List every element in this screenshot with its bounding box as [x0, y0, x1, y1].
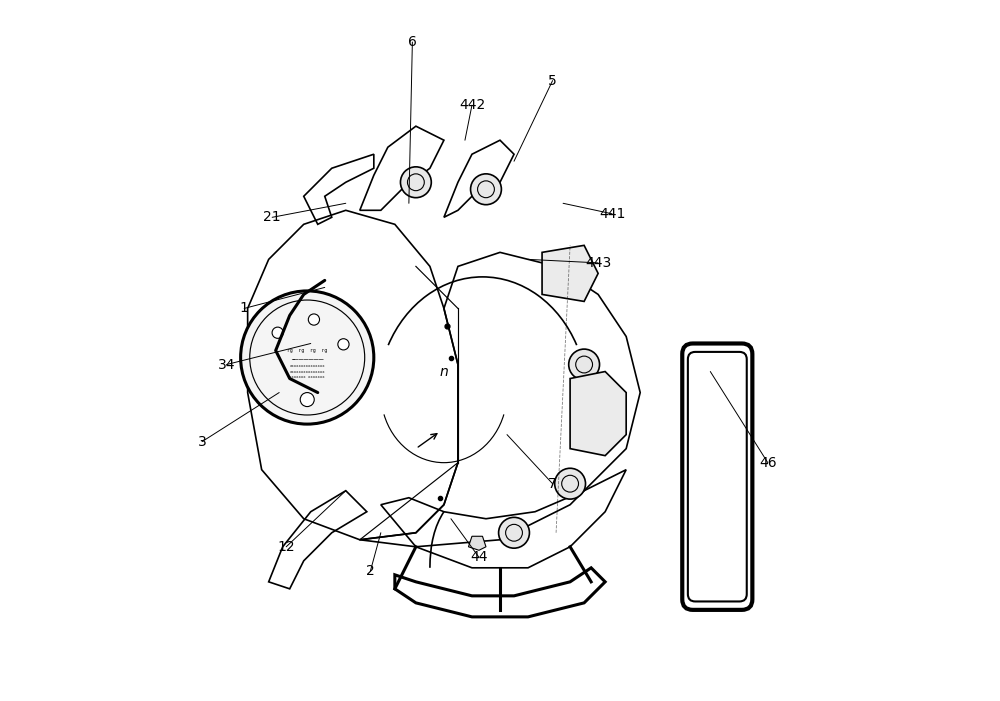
Text: n: n — [440, 365, 448, 379]
Text: 3: 3 — [198, 435, 206, 449]
Text: xxxxxxxxxxxxxxx: xxxxxxxxxxxxxxx — [289, 369, 325, 374]
FancyBboxPatch shape — [688, 352, 747, 601]
Text: 6: 6 — [408, 35, 417, 49]
Text: 21: 21 — [263, 210, 281, 224]
Text: 2: 2 — [366, 564, 375, 578]
Text: 1: 1 — [240, 301, 249, 315]
Text: 46: 46 — [759, 456, 777, 470]
Text: 12: 12 — [277, 540, 295, 554]
Polygon shape — [542, 245, 598, 301]
Circle shape — [272, 327, 283, 339]
Circle shape — [308, 314, 320, 325]
Polygon shape — [570, 372, 626, 456]
Text: 441: 441 — [599, 207, 625, 221]
Text: 7: 7 — [548, 477, 557, 491]
Circle shape — [569, 349, 600, 380]
Text: 443: 443 — [585, 256, 611, 270]
Circle shape — [338, 339, 349, 350]
Circle shape — [400, 167, 431, 198]
Circle shape — [555, 468, 586, 499]
Text: 44: 44 — [470, 550, 488, 564]
Circle shape — [241, 291, 374, 424]
Circle shape — [499, 517, 529, 548]
Text: 5: 5 — [548, 74, 557, 88]
Text: xxxxxxx xxxxxxx: xxxxxxx xxxxxxx — [289, 375, 325, 379]
Circle shape — [300, 393, 314, 407]
Polygon shape — [468, 536, 486, 550]
Text: 34: 34 — [218, 358, 235, 372]
Text: 442: 442 — [459, 98, 485, 112]
Text: rg  rg  rg  rg: rg rg rg rg — [287, 348, 327, 353]
Text: ─────────────: ───────────── — [291, 358, 323, 362]
Circle shape — [471, 174, 501, 205]
Text: xxxxxxxxxxxxxxx: xxxxxxxxxxxxxxx — [289, 364, 325, 368]
FancyBboxPatch shape — [682, 343, 752, 610]
